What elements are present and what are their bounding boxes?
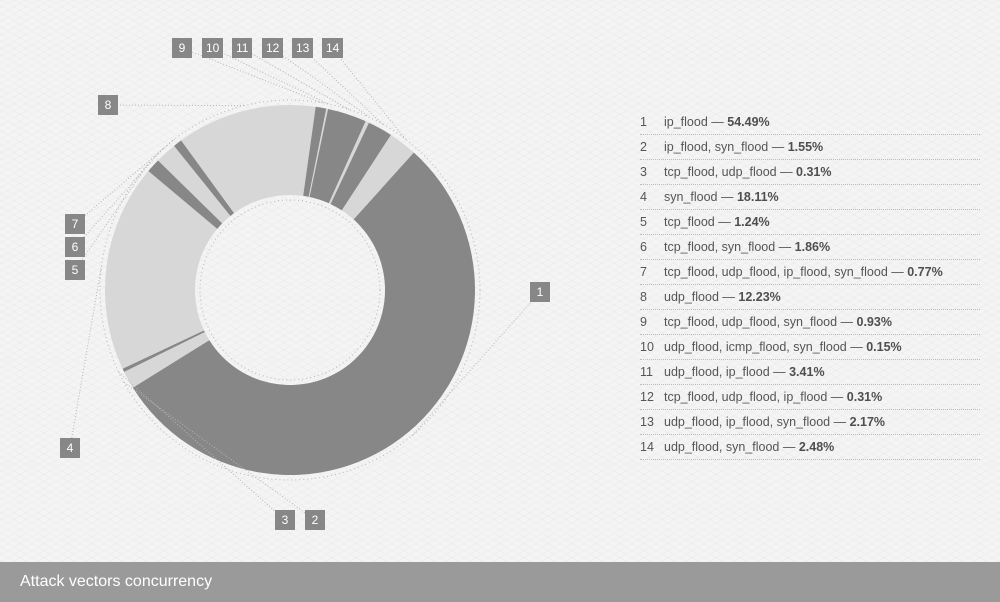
legend-label: ip_flood bbox=[664, 115, 708, 129]
legend-percent: 0.31% bbox=[847, 390, 882, 404]
legend-separator: — bbox=[768, 140, 787, 154]
legend-index: 8 bbox=[640, 290, 664, 304]
legend-separator: — bbox=[770, 365, 789, 379]
legend-label: udp_flood, ip_flood bbox=[664, 365, 770, 379]
legend-index: 6 bbox=[640, 240, 664, 254]
legend-separator: — bbox=[708, 115, 727, 129]
legend-separator: — bbox=[779, 440, 798, 454]
callout-9: 9 bbox=[172, 38, 192, 58]
legend-index: 12 bbox=[640, 390, 664, 404]
legend-index: 10 bbox=[640, 340, 664, 354]
legend-item: 1ip_flood — 54.49% bbox=[640, 110, 980, 135]
legend-item: 14udp_flood, syn_flood — 2.48% bbox=[640, 435, 980, 460]
callout-1: 1 bbox=[530, 282, 550, 302]
legend-label: udp_flood, icmp_flood, syn_flood bbox=[664, 340, 847, 354]
legend-separator: — bbox=[718, 190, 737, 204]
legend-label: udp_flood, ip_flood, syn_flood bbox=[664, 415, 830, 429]
legend-separator: — bbox=[827, 390, 846, 404]
legend-percent: 2.48% bbox=[799, 440, 834, 454]
callout-10: 10 bbox=[202, 38, 223, 58]
donut-chart-area: 1234567891011121314 bbox=[0, 0, 610, 562]
footer-bar: Attack vectors concurrency bbox=[0, 562, 1000, 602]
legend-separator: — bbox=[775, 240, 794, 254]
legend-item: 5tcp_flood — 1.24% bbox=[640, 210, 980, 235]
legend-separator: — bbox=[719, 290, 738, 304]
legend-item: 4syn_flood — 18.11% bbox=[640, 185, 980, 210]
callout-13: 13 bbox=[292, 38, 313, 58]
callout-3: 3 bbox=[275, 510, 295, 530]
legend-label: tcp_flood, udp_flood bbox=[664, 165, 777, 179]
legend-item: 3tcp_flood, udp_flood — 0.31% bbox=[640, 160, 980, 185]
legend-separator: — bbox=[837, 315, 856, 329]
legend-item: 6tcp_flood, syn_flood — 1.86% bbox=[640, 235, 980, 260]
legend-percent: 0.93% bbox=[857, 315, 892, 329]
legend-percent: 1.24% bbox=[734, 215, 769, 229]
callout-5: 5 bbox=[65, 260, 85, 280]
donut-chart bbox=[0, 0, 610, 562]
callout-7: 7 bbox=[65, 214, 85, 234]
callout-11: 11 bbox=[232, 38, 252, 58]
callout-2: 2 bbox=[305, 510, 325, 530]
legend: 1ip_flood — 54.49%2ip_flood, syn_flood —… bbox=[610, 0, 1000, 562]
chart-title: Attack vectors concurrency bbox=[20, 573, 212, 591]
legend-item: 8udp_flood — 12.23% bbox=[640, 285, 980, 310]
legend-index: 1 bbox=[640, 115, 664, 129]
legend-separator: — bbox=[830, 415, 849, 429]
legend-label: udp_flood, syn_flood bbox=[664, 440, 779, 454]
legend-percent: 1.55% bbox=[788, 140, 823, 154]
legend-label: tcp_flood, syn_flood bbox=[664, 240, 775, 254]
legend-percent: 3.41% bbox=[789, 365, 824, 379]
legend-label: udp_flood bbox=[664, 290, 719, 304]
legend-label: tcp_flood bbox=[664, 215, 715, 229]
legend-separator: — bbox=[847, 340, 866, 354]
legend-percent: 0.31% bbox=[796, 165, 831, 179]
legend-item: 11udp_flood, ip_flood — 3.41% bbox=[640, 360, 980, 385]
legend-index: 4 bbox=[640, 190, 664, 204]
legend-item: 12tcp_flood, udp_flood, ip_flood — 0.31% bbox=[640, 385, 980, 410]
legend-separator: — bbox=[777, 165, 796, 179]
callout-6: 6 bbox=[65, 237, 85, 257]
callout-4: 4 bbox=[60, 438, 80, 458]
chart-ring bbox=[200, 200, 380, 380]
legend-percent: 12.23% bbox=[738, 290, 780, 304]
legend-index: 9 bbox=[640, 315, 664, 329]
legend-index: 5 bbox=[640, 215, 664, 229]
legend-label: tcp_flood, udp_flood, ip_flood, syn_floo… bbox=[664, 265, 888, 279]
legend-item: 7tcp_flood, udp_flood, ip_flood, syn_flo… bbox=[640, 260, 980, 285]
legend-separator: — bbox=[888, 265, 907, 279]
legend-separator: — bbox=[715, 215, 734, 229]
legend-percent: 0.15% bbox=[866, 340, 901, 354]
legend-item: 13udp_flood, ip_flood, syn_flood — 2.17% bbox=[640, 410, 980, 435]
legend-index: 11 bbox=[640, 365, 664, 379]
legend-item: 10udp_flood, icmp_flood, syn_flood — 0.1… bbox=[640, 335, 980, 360]
legend-index: 14 bbox=[640, 440, 664, 454]
legend-percent: 1.86% bbox=[795, 240, 830, 254]
legend-index: 3 bbox=[640, 165, 664, 179]
legend-item: 9tcp_flood, udp_flood, syn_flood — 0.93% bbox=[640, 310, 980, 335]
legend-index: 13 bbox=[640, 415, 664, 429]
callout-8: 8 bbox=[98, 95, 118, 115]
legend-percent: 54.49% bbox=[727, 115, 769, 129]
legend-percent: 0.77% bbox=[907, 265, 942, 279]
legend-index: 7 bbox=[640, 265, 664, 279]
legend-index: 2 bbox=[640, 140, 664, 154]
legend-label: tcp_flood, udp_flood, ip_flood bbox=[664, 390, 827, 404]
callout-12: 12 bbox=[262, 38, 283, 58]
legend-item: 2ip_flood, syn_flood — 1.55% bbox=[640, 135, 980, 160]
callout-14: 14 bbox=[322, 38, 343, 58]
legend-label: tcp_flood, udp_flood, syn_flood bbox=[664, 315, 837, 329]
leader-line-4 bbox=[70, 265, 102, 448]
legend-label: syn_flood bbox=[664, 190, 718, 204]
legend-label: ip_flood, syn_flood bbox=[664, 140, 768, 154]
leader-line-8 bbox=[108, 105, 244, 106]
legend-percent: 18.11% bbox=[737, 190, 779, 204]
legend-percent: 2.17% bbox=[850, 415, 885, 429]
chart-panel: 1234567891011121314 1ip_flood — 54.49%2i… bbox=[0, 0, 1000, 562]
